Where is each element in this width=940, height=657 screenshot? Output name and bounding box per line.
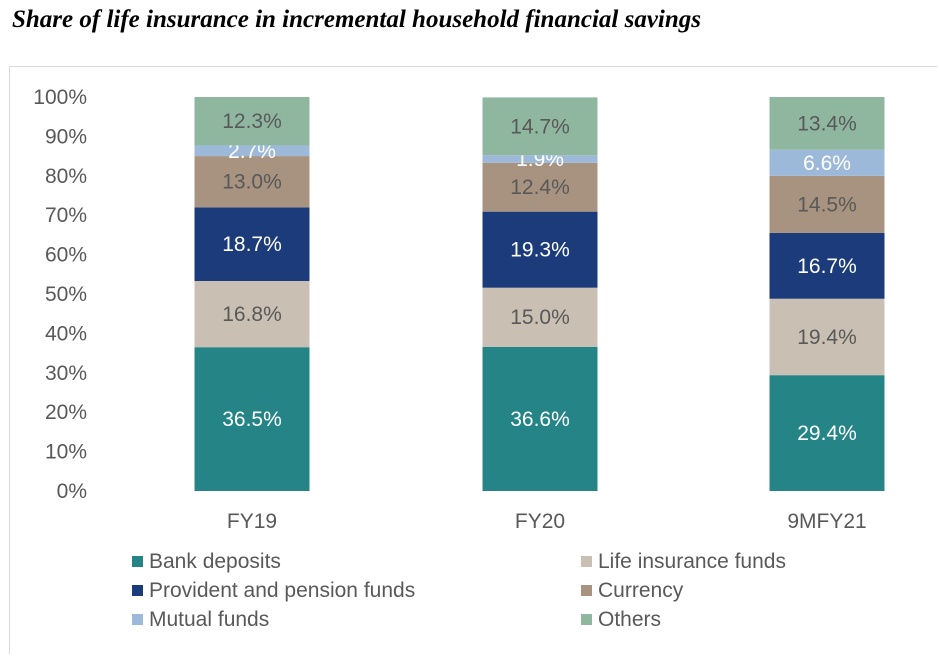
y-tick-label: 90% [45, 125, 87, 148]
bar-segment [482, 97, 598, 156]
y-tick-label: 100% [33, 86, 87, 109]
y-tick-label: 50% [45, 283, 87, 306]
legend-swatch [132, 585, 143, 596]
legend-label: Life insurance funds [598, 550, 786, 573]
bar-segment [194, 280, 310, 348]
data-label: 14.7% [510, 115, 570, 138]
legend-label: Provident and pension funds [149, 579, 415, 602]
y-tick-label: 0% [57, 480, 87, 503]
legend-swatch [581, 556, 592, 567]
data-label: 15.0% [510, 306, 570, 329]
data-label: 12.3% [222, 110, 282, 133]
data-label: 16.7% [797, 255, 857, 278]
legend-label: Bank deposits [149, 550, 281, 573]
legend-swatch [132, 614, 143, 625]
data-label: 16.8% [222, 303, 282, 326]
bar-segment [769, 375, 885, 491]
legend-label: Currency [598, 579, 684, 602]
data-label: 13.0% [222, 171, 282, 194]
y-tick-label: 30% [45, 362, 87, 385]
y-tick-label: 60% [45, 244, 87, 267]
y-tick-label: 70% [45, 204, 87, 227]
bar-segment [194, 97, 310, 146]
chart-title: Share of life insurance in incremental h… [12, 6, 701, 33]
legend-swatch [581, 614, 592, 625]
bar-segment [769, 298, 885, 376]
bar-segment [482, 346, 598, 491]
data-label: 6.6% [803, 152, 851, 175]
legend-label: Others [598, 608, 661, 631]
bar-segment [194, 156, 310, 208]
y-tick-label: 20% [45, 401, 87, 424]
chart-frame [9, 66, 937, 654]
data-label: 29.4% [797, 422, 857, 445]
data-label: 18.7% [222, 233, 282, 256]
y-tick-label: 10% [45, 441, 87, 464]
bar-segment [482, 155, 598, 163]
x-tick-label: FY20 [515, 510, 565, 533]
bar-segment [769, 175, 885, 233]
data-label: 12.4% [510, 176, 570, 199]
y-tick-label: 80% [45, 165, 87, 188]
x-tick-label: FY19 [227, 510, 277, 533]
legend-swatch [581, 585, 592, 596]
bar-segment [194, 207, 310, 281]
data-label: 14.5% [797, 193, 857, 216]
data-label: 19.3% [510, 239, 570, 262]
bar-segment [482, 211, 598, 288]
legend-label: Mutual funds [149, 608, 269, 631]
bar-segment [769, 232, 885, 299]
data-label: 13.4% [797, 112, 857, 135]
bar-segment [482, 287, 598, 347]
data-label: 2.7% [228, 140, 276, 163]
data-label: 19.4% [797, 326, 857, 349]
y-tick-label: 40% [45, 322, 87, 345]
bar-segment [769, 149, 885, 176]
data-label: 36.6% [510, 408, 570, 431]
bar-segment [769, 97, 885, 150]
bar-segment [482, 162, 598, 212]
bar-segment [194, 145, 310, 157]
data-label: 36.5% [222, 408, 282, 431]
bar-segment [194, 347, 310, 491]
x-tick-label: 9MFY21 [787, 510, 866, 533]
legend-swatch [132, 556, 143, 567]
